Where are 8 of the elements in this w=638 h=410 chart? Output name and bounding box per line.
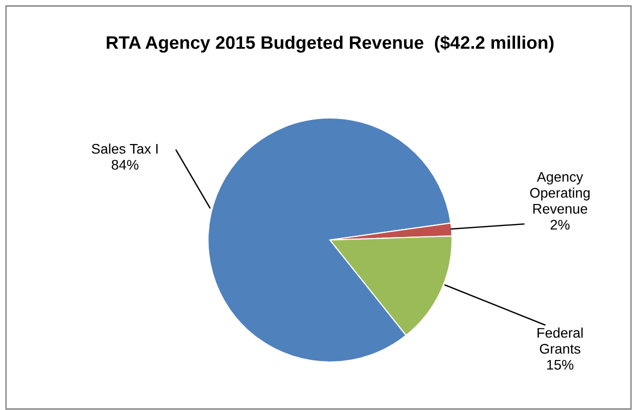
data-label: 84% <box>112 160 138 170</box>
pie-slice <box>207 117 452 363</box>
chart-title: RTA Agency 2015 Budgeted Revenue ($42.2 million) <box>106 35 554 53</box>
slice-label: Agency Operating Revenue <box>530 172 590 214</box>
slice-label: Federal Grants <box>538 328 583 354</box>
data-label: 2% <box>550 220 570 230</box>
data-label: 15% <box>547 360 574 370</box>
slice-label: Sales Tax I <box>92 144 158 154</box>
